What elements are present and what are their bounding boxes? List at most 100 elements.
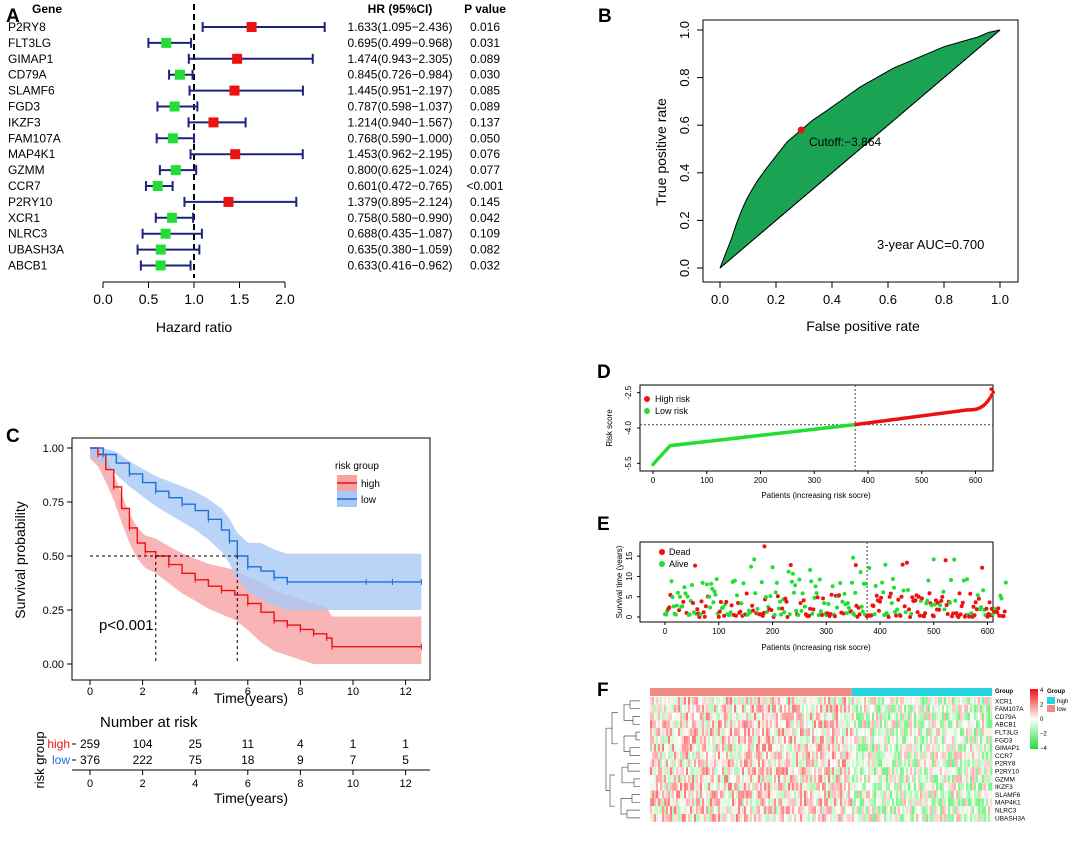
heatmap-cell xyxy=(652,751,655,760)
heatmap-cell xyxy=(756,798,759,807)
risk-table-count: 376 xyxy=(80,753,100,767)
heatmap-cell xyxy=(682,697,685,705)
heatmap-cell xyxy=(840,775,843,783)
heatmap-cell xyxy=(744,697,747,705)
heatmap-cell xyxy=(702,704,705,713)
heatmap-cell xyxy=(834,736,837,744)
heatmap-cell xyxy=(962,759,965,768)
heatmap-cell xyxy=(952,767,955,775)
heatmap-gene-label: ABCB1 xyxy=(995,722,1017,729)
heatmap-cell xyxy=(886,798,889,807)
forest-hr-marker xyxy=(223,196,234,207)
heatmap-cell xyxy=(906,798,909,807)
heatmap-cell xyxy=(822,759,825,768)
heatmap-cell xyxy=(848,751,851,760)
heatmap-cell xyxy=(694,728,697,736)
heatmap-cell xyxy=(660,720,663,729)
heatmap-cell xyxy=(910,790,913,799)
heatmap-cell xyxy=(938,798,941,807)
heatmap-cell xyxy=(794,782,797,791)
heatmap-cell xyxy=(940,728,943,736)
heatmap-cell xyxy=(882,790,885,799)
heatmap-cell xyxy=(732,728,735,736)
heatmap-cell xyxy=(740,775,743,783)
heatmap-cell xyxy=(788,712,791,721)
heatmap-cell xyxy=(740,759,743,768)
heatmap-cell xyxy=(730,751,733,760)
panel-label-d: D xyxy=(597,362,611,383)
heatmap-cell xyxy=(874,751,877,760)
heatmap-cell xyxy=(884,759,887,768)
risk-table-x-tick-label: 12 xyxy=(399,778,411,790)
heatmap-cell xyxy=(960,751,963,760)
heatmap-cell xyxy=(854,704,857,713)
heatmap-cell xyxy=(938,775,941,783)
heatmap-cell xyxy=(898,775,901,783)
heatmap-cell xyxy=(748,704,751,713)
heatmap-cell xyxy=(836,720,839,729)
heatmap-cell xyxy=(662,806,665,814)
heatmap-cell xyxy=(814,728,817,736)
heatmap-cell xyxy=(710,728,713,736)
heatmap-cell xyxy=(836,814,839,822)
heatmap-cell xyxy=(678,712,681,721)
heatmap-cell xyxy=(720,743,723,752)
vital-status-point xyxy=(909,611,914,616)
heatmap-cell xyxy=(694,814,697,822)
heatmap-cell xyxy=(764,712,767,721)
heatmap-cell xyxy=(838,704,841,713)
heatmap-cell xyxy=(706,743,709,752)
heatmap-cell xyxy=(740,720,743,729)
heatmap-cell xyxy=(744,814,747,822)
heatmap-cell xyxy=(856,743,859,752)
heatmap-cell xyxy=(908,704,911,713)
heatmap-cell xyxy=(680,806,683,814)
heatmap-cell xyxy=(802,704,805,713)
heatmap-cell xyxy=(682,759,685,768)
heatmap-cell xyxy=(980,767,983,775)
heatmap-cell xyxy=(690,790,693,799)
heatmap-cell xyxy=(924,775,927,783)
heatmap-cell xyxy=(822,697,825,705)
heatmap-cell xyxy=(864,728,867,736)
heatmap-cell xyxy=(678,806,681,814)
heatmap-cell xyxy=(962,736,965,744)
heatmap-cell xyxy=(922,790,925,799)
heatmap-cell xyxy=(906,697,909,705)
heatmap-cell xyxy=(970,767,973,775)
heatmap-cell xyxy=(802,814,805,822)
heatmap-cell xyxy=(664,736,667,744)
heatmap-cell xyxy=(692,806,695,814)
heatmap-cell xyxy=(816,712,819,721)
heatmap-cell xyxy=(750,697,753,705)
heatmap-cell xyxy=(834,798,837,807)
heatmap-cell xyxy=(858,782,861,791)
heatmap-cell xyxy=(980,759,983,768)
heatmap-cell xyxy=(820,767,823,775)
heatmap-cell xyxy=(804,806,807,814)
heatmap-cell xyxy=(806,751,809,760)
heatmap-cell xyxy=(968,743,971,752)
heatmap-cell xyxy=(882,712,885,721)
heatmap-cell xyxy=(982,798,985,807)
heatmap-cell xyxy=(772,759,775,768)
heatmap-cell xyxy=(826,790,829,799)
heatmap-cell xyxy=(666,704,669,713)
heatmap-cell xyxy=(806,798,809,807)
heatmap-cell xyxy=(686,759,689,768)
vital-status-point xyxy=(913,598,918,603)
heatmap-cell xyxy=(870,798,873,807)
heatmap-cell xyxy=(938,767,941,775)
heatmap-cell xyxy=(806,720,809,729)
forest-hr-text: 1.474(0.943−2.305) xyxy=(347,52,452,66)
heatmap-cell xyxy=(798,697,801,705)
heatmap-cell xyxy=(674,790,677,799)
heatmap-cell xyxy=(736,782,739,791)
heatmap-cell xyxy=(650,743,653,752)
heatmap-cell xyxy=(940,704,943,713)
heatmap-cell xyxy=(866,806,869,814)
heatmap-cell xyxy=(688,798,691,807)
heatmap-cell xyxy=(974,782,977,791)
vital-status-point xyxy=(789,579,794,584)
heatmap-cell xyxy=(964,782,967,791)
